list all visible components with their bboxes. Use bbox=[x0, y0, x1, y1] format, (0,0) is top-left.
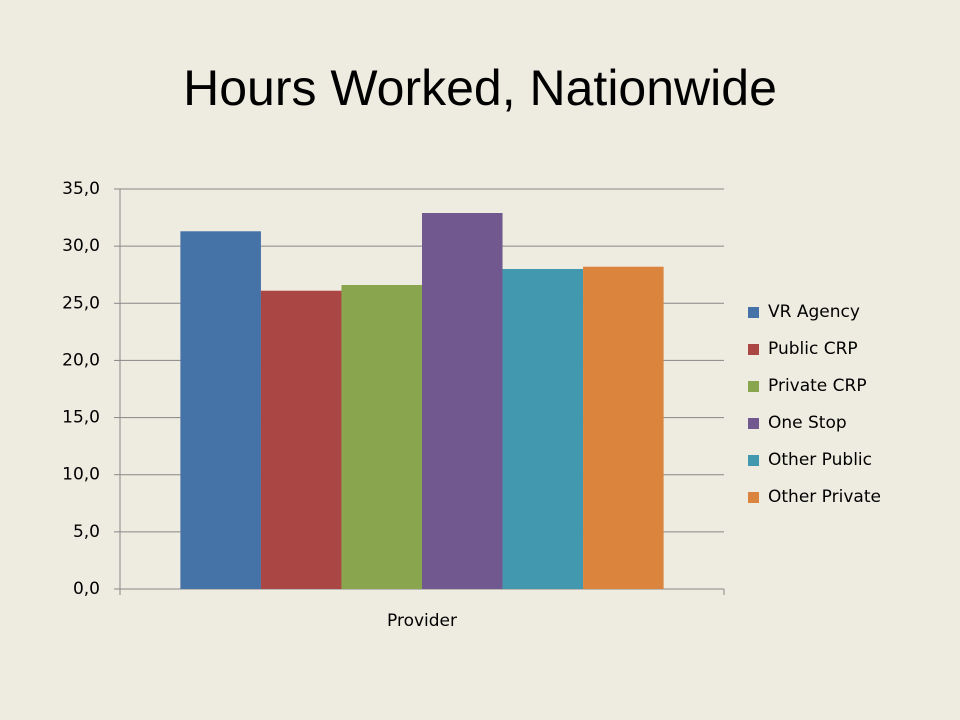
legend-swatch bbox=[748, 455, 759, 466]
legend-swatch bbox=[748, 492, 759, 503]
bar bbox=[583, 266, 664, 589]
y-tick-label: 25,0 bbox=[62, 293, 100, 313]
chart-title: Hours Worked, Nationwide bbox=[183, 60, 777, 116]
legend-label: Public CRP bbox=[768, 339, 858, 359]
legend-label: Private CRP bbox=[768, 376, 867, 396]
legend-swatch bbox=[748, 418, 759, 429]
legend-label: Other Private bbox=[768, 487, 881, 507]
y-tick-label: 0,0 bbox=[73, 579, 100, 599]
y-tick-label: 5,0 bbox=[73, 522, 100, 542]
y-tick-label: 15,0 bbox=[62, 408, 100, 428]
legend-swatch bbox=[748, 307, 759, 318]
bar bbox=[260, 290, 342, 589]
y-tick-label: 35,0 bbox=[62, 179, 100, 199]
legend-label: VR Agency bbox=[768, 302, 860, 322]
legend-swatch bbox=[748, 344, 759, 355]
x-tick-label: Provider bbox=[387, 611, 457, 631]
legend-swatch bbox=[748, 381, 759, 392]
bar bbox=[422, 213, 503, 589]
y-tick-label: 30,0 bbox=[62, 236, 100, 256]
bar bbox=[341, 285, 422, 589]
legend-label: One Stop bbox=[768, 413, 847, 433]
bar bbox=[502, 269, 584, 589]
bar bbox=[180, 231, 261, 590]
y-tick-label: 20,0 bbox=[62, 350, 100, 370]
legend-label: Other Public bbox=[768, 450, 872, 470]
y-tick-label: 10,0 bbox=[62, 465, 100, 485]
